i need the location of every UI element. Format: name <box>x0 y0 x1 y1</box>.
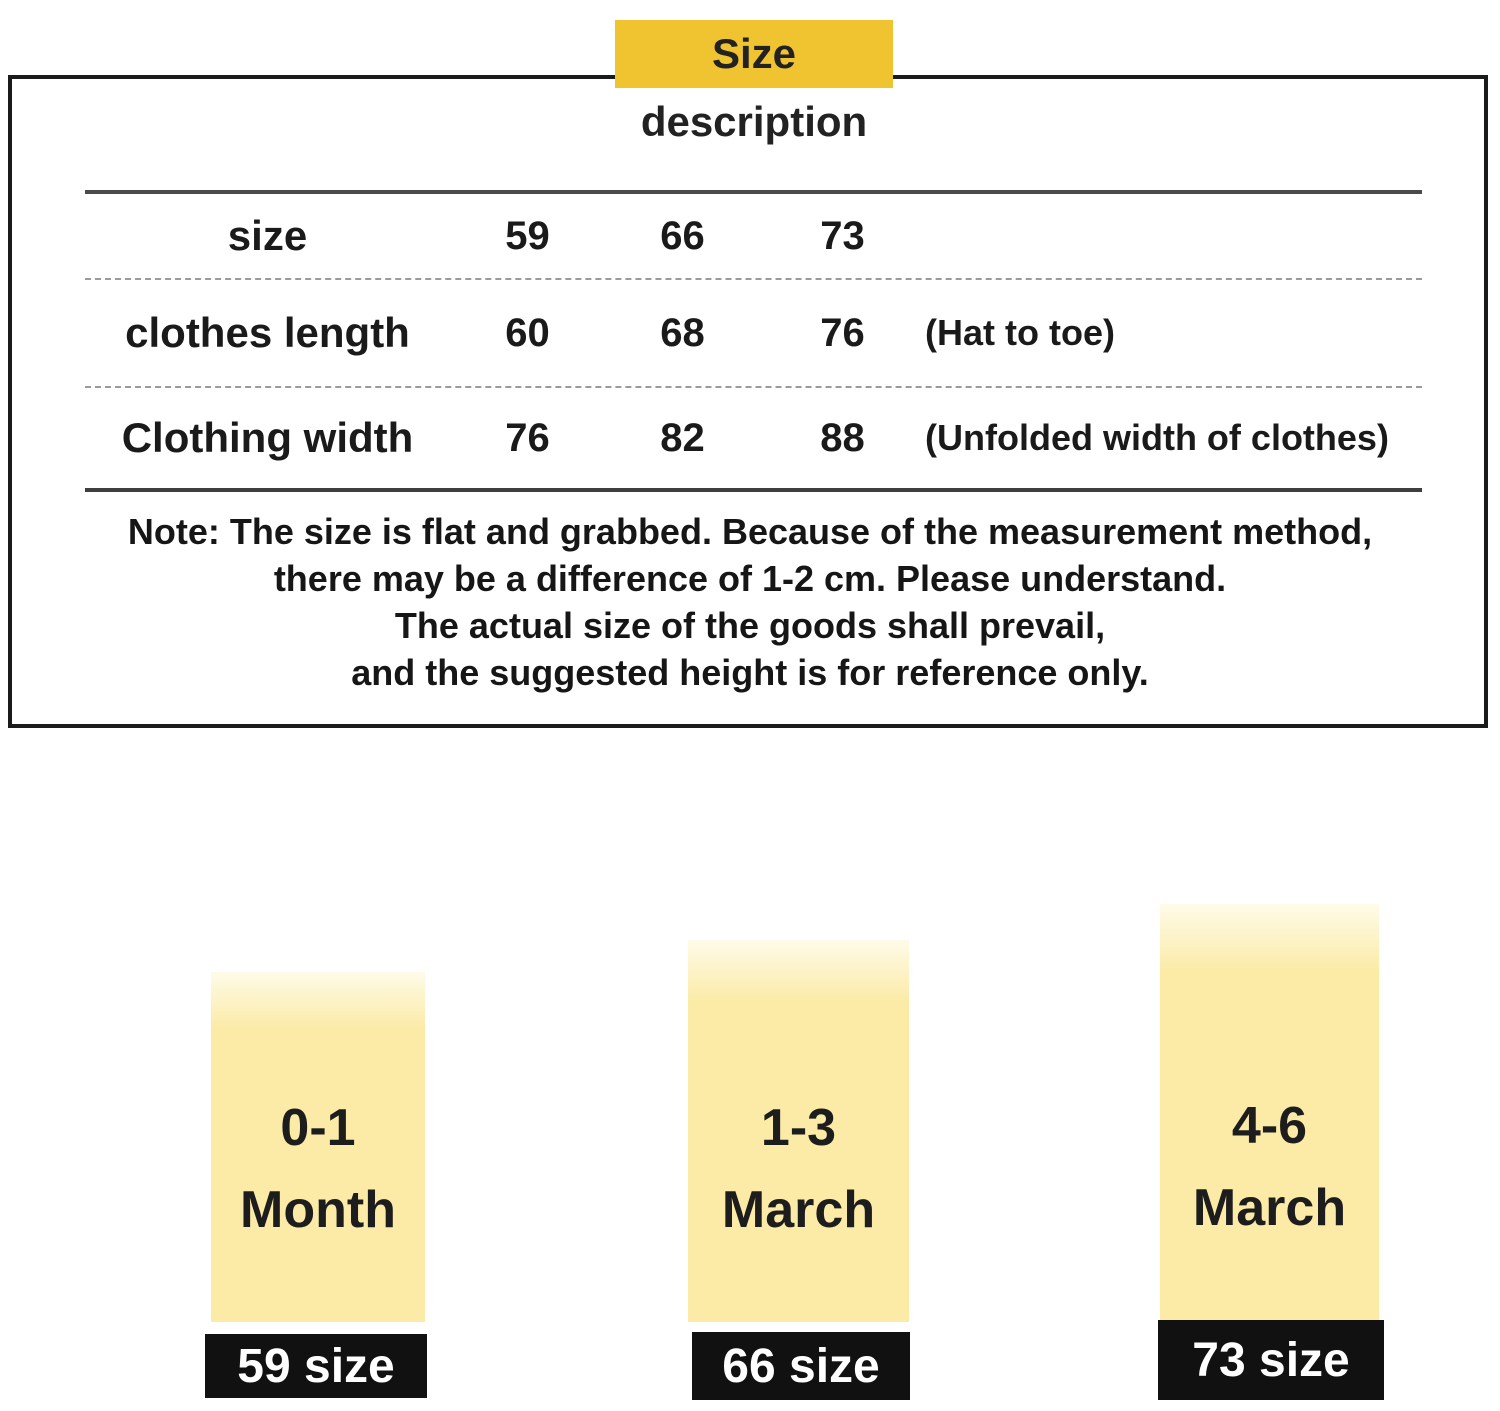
size-info-box <box>8 75 1488 728</box>
clothes-length-note: (Hat to toe) <box>925 312 1115 353</box>
note-line-1: Note: The size is flat and grabbed. Beca… <box>127 511 1373 552</box>
clothing-width-value-2: 82 <box>660 415 705 460</box>
note-line-3: The actual size of the goods shall preva… <box>394 605 1106 646</box>
table-row-clothing-width: Clothing width 76 82 88 (Unfolded width … <box>85 388 1422 492</box>
size-value-1: 59 <box>505 213 550 258</box>
table-row-clothes-length: clothes length 60 68 76 (Hat to toe) <box>85 280 1422 388</box>
age-range-59: 0-1 <box>280 1099 356 1157</box>
age-unit-73: March <box>1192 1179 1347 1237</box>
size-card-66: 1-3 March <box>688 940 909 1322</box>
size-card-59: 0-1 Month <box>211 972 425 1322</box>
size-label-59: 59 size <box>205 1334 427 1398</box>
size-label-73: 73 size <box>1158 1320 1384 1400</box>
table-row-size: size 59 66 73 <box>85 194 1422 280</box>
size-value-2: 66 <box>660 213 705 258</box>
age-range-73: 4-6 <box>1231 1097 1308 1155</box>
clothes-length-value-1: 60 <box>505 310 550 355</box>
clothes-length-value-2: 68 <box>660 310 705 355</box>
size-table: size 59 66 73 clothes length 60 68 76 (H… <box>85 190 1422 492</box>
clothing-width-value-1: 76 <box>505 415 550 460</box>
size-label-66: 66 size <box>692 1332 910 1400</box>
note-line-4: and the suggested height is for referenc… <box>351 652 1149 693</box>
size-card-73: 4-6 March <box>1160 904 1379 1320</box>
clothes-length-value-3: 76 <box>820 310 865 355</box>
age-unit-66: March <box>721 1181 876 1239</box>
size-value-3: 73 <box>820 213 865 258</box>
age-range-66: 1-3 <box>760 1099 837 1157</box>
age-unit-59: Month <box>240 1181 396 1239</box>
page-title: Size description <box>615 20 893 145</box>
measurement-note: Note: The size is flat and grabbed. Beca… <box>40 508 1460 696</box>
row-header-clothing-width: Clothing width <box>121 414 414 461</box>
row-header-size: size <box>227 212 308 259</box>
note-line-2: there may be a difference of 1-2 cm. Ple… <box>273 558 1227 599</box>
row-header-clothes-length: clothes length <box>125 309 410 356</box>
clothing-width-value-3: 88 <box>820 415 865 460</box>
clothing-width-note: (Unfolded width of clothes) <box>925 417 1389 458</box>
